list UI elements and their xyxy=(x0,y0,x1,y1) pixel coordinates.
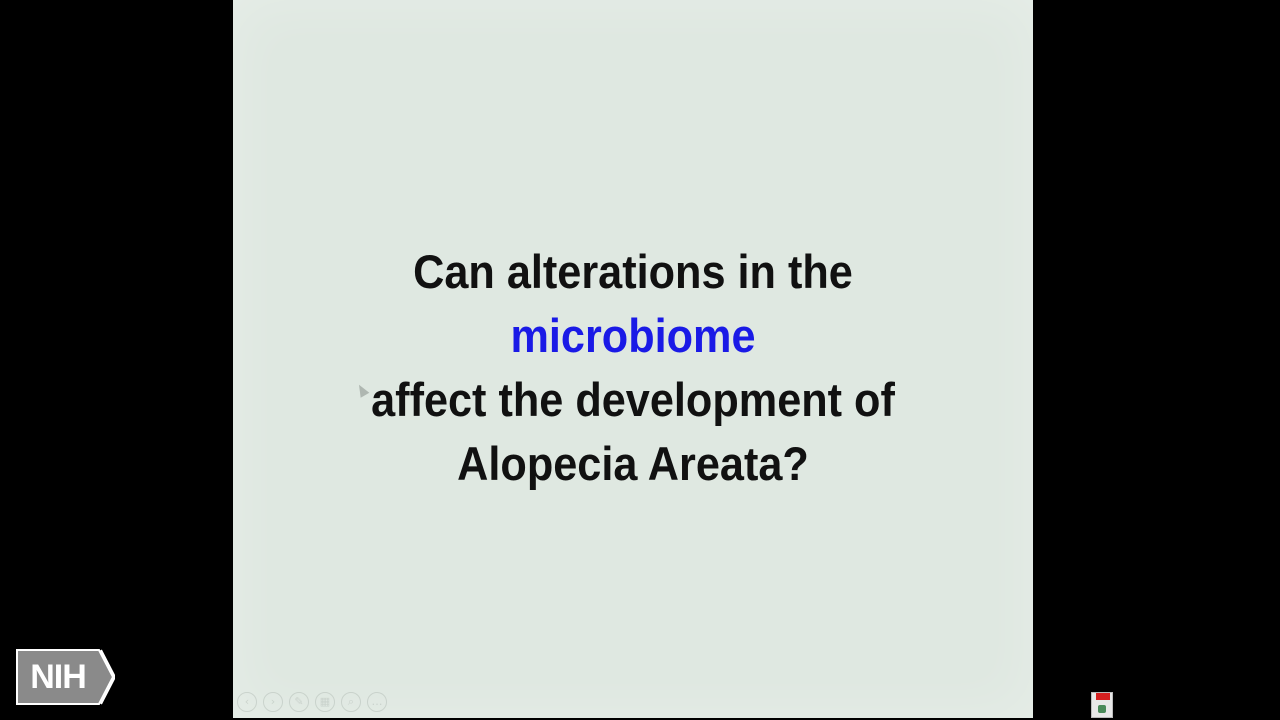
slide-line-highlight: microbiome xyxy=(510,309,756,362)
slide-question: Can alterations in the microbiome affect… xyxy=(265,240,1001,496)
slideshow-controls: ‹ › ✎ ▦ ⌕ … xyxy=(237,692,387,712)
zoom-icon[interactable]: ⌕ xyxy=(341,692,361,712)
nih-logo-text: NIH xyxy=(30,658,87,696)
previous-icon[interactable]: ‹ xyxy=(237,692,257,712)
nih-logo: NIH xyxy=(15,648,117,706)
next-icon[interactable]: › xyxy=(263,692,283,712)
presentation-slide: Can alterations in the microbiome affect… xyxy=(233,0,1033,718)
more-icon[interactable]: … xyxy=(367,692,387,712)
slide-line-3: affect the development of xyxy=(371,373,895,426)
grid-icon[interactable]: ▦ xyxy=(315,692,335,712)
presentation-app-icon[interactable] xyxy=(1091,692,1113,718)
slide-line-4: Alopecia Areata? xyxy=(457,437,809,490)
slide-line-1: Can alterations in the xyxy=(413,245,853,298)
pen-icon[interactable]: ✎ xyxy=(289,692,309,712)
